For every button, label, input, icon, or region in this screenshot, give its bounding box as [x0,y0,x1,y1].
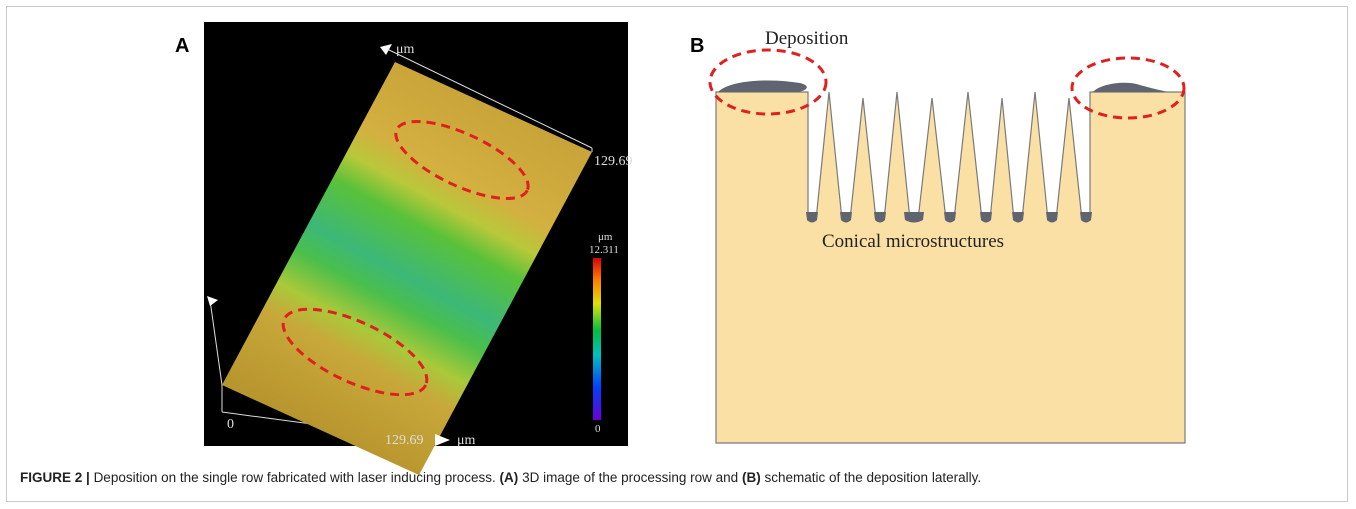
caption-text: Deposition on the single row fabricated … [93,470,496,485]
deposit [1012,212,1024,223]
schematic-profile [715,91,1186,444]
deposit [944,212,956,223]
axis-value: 129.69 [385,433,424,448]
panel-ref: (A) [499,470,519,485]
axis-arrow [207,296,218,306]
axis-unit: μm [396,42,415,57]
highlight-ellipse [281,307,429,397]
deposits [718,80,1168,223]
axis-arrow [435,434,450,446]
deposit [806,212,818,223]
highlight-ellipse [1070,56,1186,120]
axis-unit: μm [457,433,476,448]
colorbar-unit: μm [598,231,613,243]
caption-text: 3D image of the processing row and [522,470,739,485]
colorbar [593,258,601,420]
deposition-label: Deposition [765,28,849,49]
axis-value: 129.69 [594,154,633,169]
deposit [904,212,924,223]
colorbar-min: 0 [595,423,601,435]
colorbar-max: 12.311 [589,244,619,256]
deposit [874,212,886,223]
surface [222,62,592,475]
deposit [1046,212,1058,223]
deposit [980,212,992,223]
axis-origin: 0 [227,417,234,432]
panel-label: A [175,35,189,57]
panel-label: B [690,35,704,57]
highlight-ellipse [394,120,530,200]
panel-ref: (B) [741,470,761,485]
figure-frame [6,6,1348,502]
highlight-ellipse [708,48,828,116]
deposit [1080,212,1092,223]
caption: FIGURE 2 | Deposition on the single row … [20,470,981,485]
cones-label: Conical microstructures [822,231,1004,252]
caption-text: schematic of the deposition laterally. [764,470,982,485]
axis-arrow [380,44,392,55]
deposit [840,212,852,223]
figure-label: FIGURE 2 | [20,470,90,485]
